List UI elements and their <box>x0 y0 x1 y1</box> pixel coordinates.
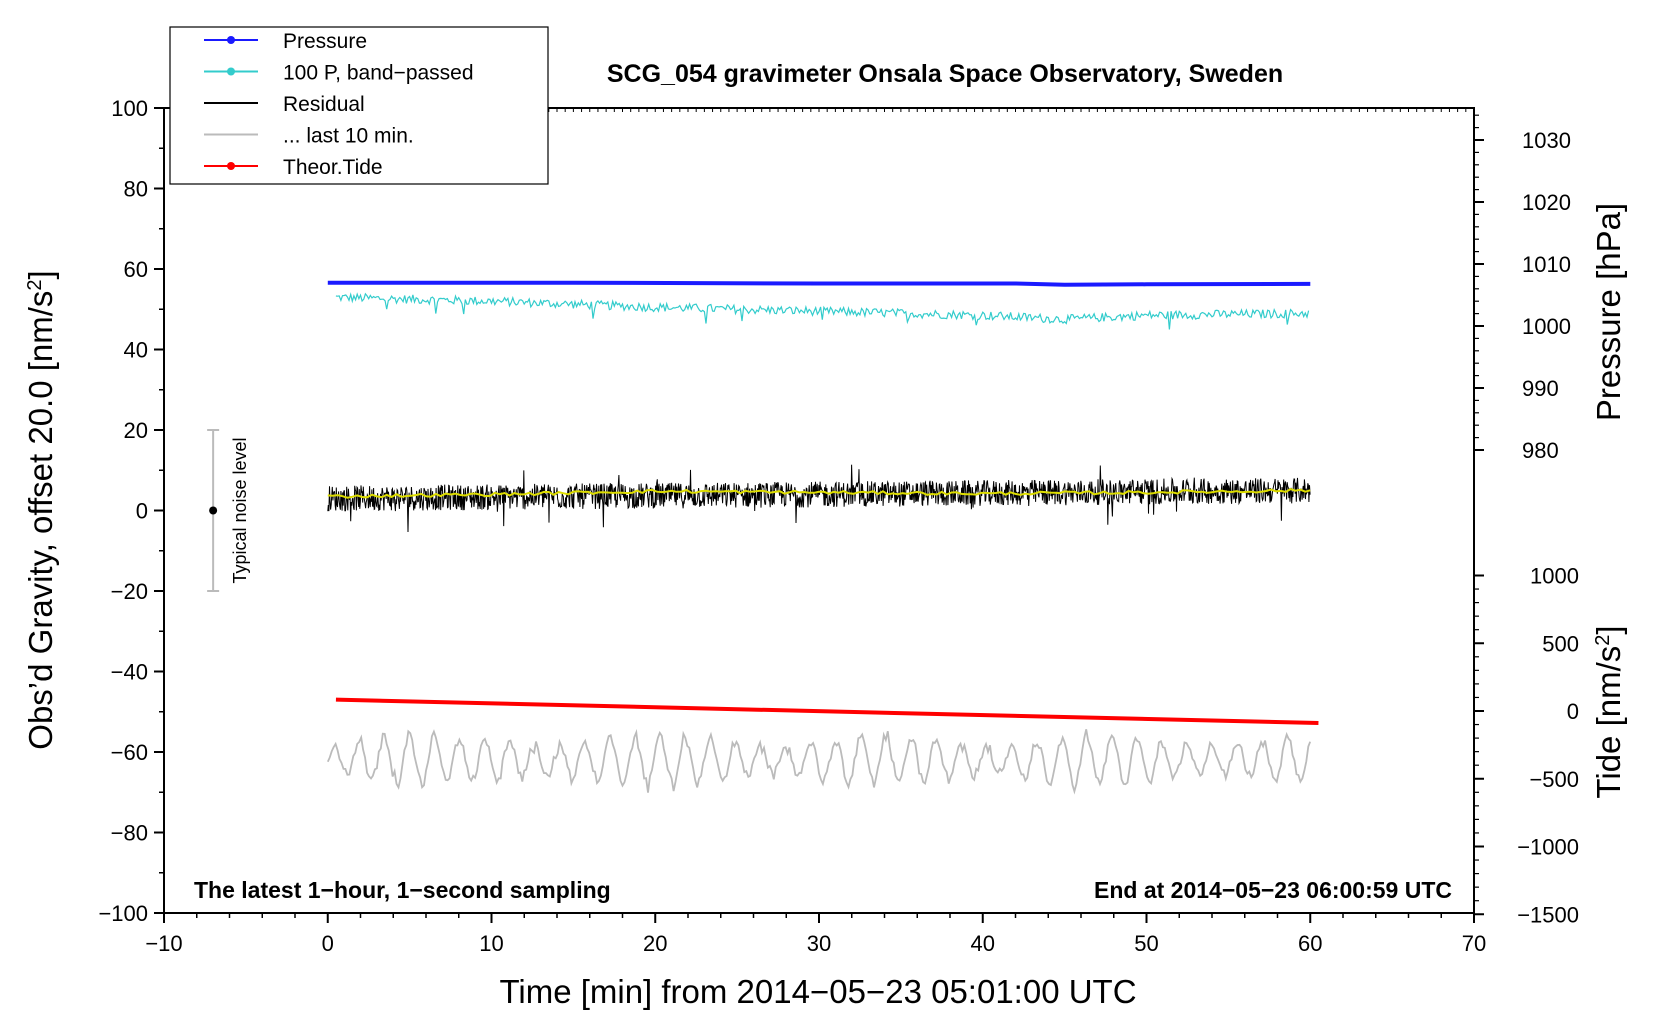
tide-tick-label: −1500 <box>1517 902 1579 927</box>
pressure-tick-label: 1010 <box>1522 252 1571 277</box>
tide-tick-label: −500 <box>1529 767 1579 792</box>
x-tick-label: 20 <box>643 931 667 956</box>
y-tick-label: −80 <box>111 821 148 846</box>
x-tick-label: 0 <box>322 931 334 956</box>
series-pressure-line <box>327 280 1311 287</box>
y-axis-title-pressure: Pressure [hPa] <box>1590 203 1627 421</box>
y-tick-label: 20 <box>124 418 148 443</box>
x-tick-label: 70 <box>1462 931 1486 956</box>
legend-label: ... last 10 min. <box>283 125 414 148</box>
plot-frame <box>163 107 1475 914</box>
tide-tick-label: 1000 <box>1530 564 1579 589</box>
tide-tick-label: 0 <box>1567 699 1579 724</box>
y-tick-label: 100 <box>111 96 148 121</box>
noise-bar-point <box>209 506 218 515</box>
y-axis-title-tide: Tide [nm/s2] <box>1590 625 1627 798</box>
tide-tick-label: −1000 <box>1517 835 1579 860</box>
noise-bar-label: Typical noise level <box>230 437 250 583</box>
y-tick-label: −60 <box>111 740 148 765</box>
tide-tick-label: 500 <box>1542 631 1579 656</box>
noise-bar: Typical noise level <box>207 429 250 592</box>
x-tick-label: −10 <box>145 931 182 956</box>
legend-label: Residual <box>283 93 365 116</box>
pressure-tick-label: 990 <box>1522 376 1559 401</box>
series-residual-line <box>327 464 1311 533</box>
legend: Pressure 100 P, band−passed Residual ... la… <box>169 26 549 185</box>
pressure-tick-label: 980 <box>1522 438 1559 463</box>
legend-marker <box>227 162 235 170</box>
tide-ticks: −1500 −1000 −500 0 500 1000 <box>1474 564 1579 927</box>
note-latest-hour: The latest 1−hour, 1−second sampling <box>194 877 611 903</box>
legend-label: 100 P, band−passed <box>283 62 474 85</box>
legend-marker <box>227 36 235 44</box>
legend-box <box>169 26 549 185</box>
y-tick-label: 80 <box>124 177 148 202</box>
note-end-time: End at 2014−05−23 06:00:59 UTC <box>1094 877 1452 903</box>
y-tick-label: 0 <box>136 499 148 524</box>
x-tick-label: 60 <box>1298 931 1322 956</box>
series-tide-line <box>335 697 1319 726</box>
pressure-tick-label: 1000 <box>1522 314 1571 339</box>
y-tick-label: −40 <box>111 660 148 685</box>
legend-marker <box>227 67 235 76</box>
y-tick-label: 60 <box>124 257 148 282</box>
legend-label: Pressure <box>283 30 367 53</box>
legend-label: Theor.Tide <box>283 156 383 179</box>
y-tick-label: −20 <box>111 579 148 604</box>
x-axis-title: Time [min] from 2014−05−23 05:01:00 UTC <box>499 973 1136 1010</box>
series-last10min-line <box>326 728 1312 795</box>
x-ticks: −10 0 10 20 30 40 50 60 70 <box>145 108 1486 956</box>
y-tick-label: −100 <box>98 901 148 926</box>
series-bandpassed-line <box>335 292 1310 330</box>
x-tick-label: 30 <box>807 931 831 956</box>
x-tick-label: 10 <box>479 931 503 956</box>
pressure-tick-label: 1030 <box>1522 128 1571 153</box>
x-tick-label: 50 <box>1134 931 1158 956</box>
y-axis-title-left: Obs’d Gravity, offset 20.0 [nm/s2] <box>22 270 59 749</box>
pressure-ticks: 980 990 1000 1010 1020 1030 <box>1474 114 1571 463</box>
series-residual-smoothed-line <box>327 488 1311 499</box>
chart-title: SCG_054 gravimeter Onsala Space Observat… <box>607 60 1283 88</box>
pressure-tick-label: 1020 <box>1522 190 1571 215</box>
y-tick-label: 40 <box>124 338 148 363</box>
y-ticks: −100 −80 −60 −40 −20 0 20 40 60 80 100 <box>98 96 164 926</box>
x-tick-label: 40 <box>971 931 995 956</box>
series <box>326 280 1319 795</box>
